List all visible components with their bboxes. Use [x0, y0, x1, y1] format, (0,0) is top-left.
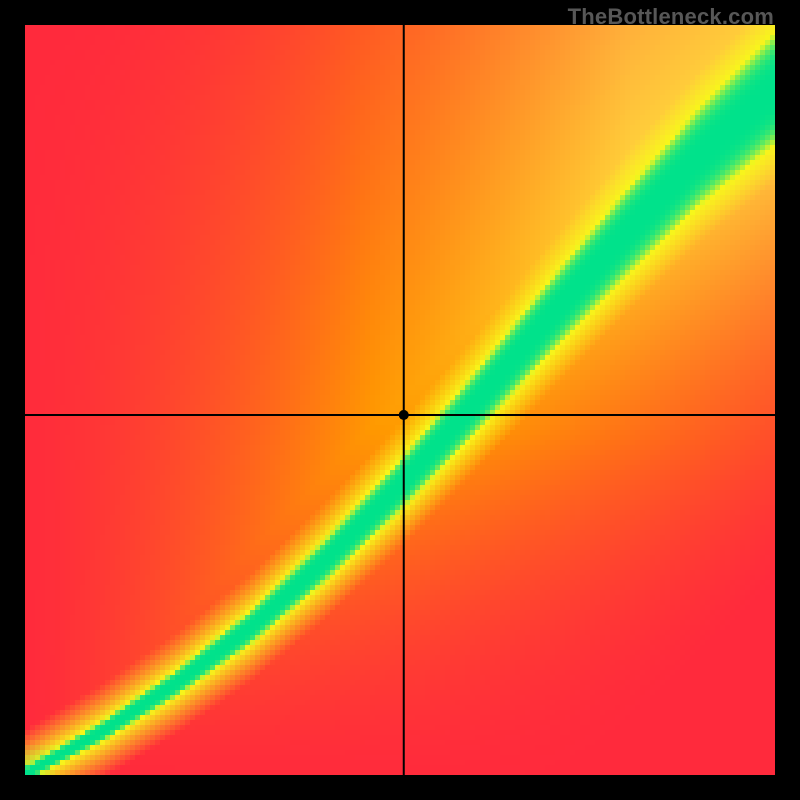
watermark-text: TheBottleneck.com	[568, 4, 774, 30]
bottleneck-heatmap	[0, 0, 800, 800]
